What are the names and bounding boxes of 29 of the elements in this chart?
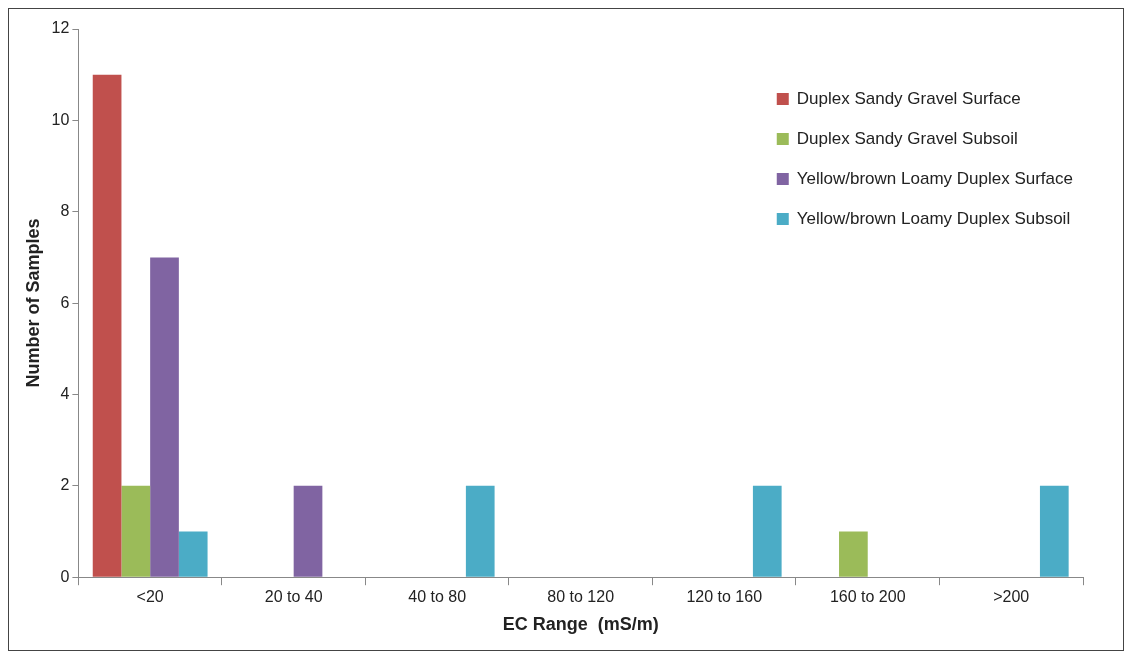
legend-label: Yellow/brown Loamy Duplex Subsoil bbox=[796, 208, 1071, 228]
bar bbox=[293, 485, 323, 577]
legend-label: Duplex Sandy Gravel Subsoil bbox=[796, 128, 1018, 148]
x-tick-label: 40 to 80 bbox=[408, 588, 467, 606]
x-tick-label: >200 bbox=[993, 588, 1030, 606]
x-axis-title: EC Range (mS/m) bbox=[502, 614, 659, 635]
bar bbox=[121, 485, 151, 577]
legend-label: Duplex Sandy Gravel Surface bbox=[796, 88, 1021, 108]
bar bbox=[1039, 485, 1069, 577]
y-axis-title: Number of Samples bbox=[22, 218, 43, 388]
bar bbox=[92, 74, 122, 577]
y-tick-label: 6 bbox=[60, 293, 70, 311]
bar bbox=[178, 531, 208, 577]
bar bbox=[839, 531, 868, 577]
y-tick-label: 0 bbox=[60, 567, 70, 585]
y-tick-label: 12 bbox=[51, 19, 70, 37]
y-tick-label: 10 bbox=[51, 110, 70, 128]
y-tick-label: 8 bbox=[60, 202, 70, 220]
x-tick-label: 20 to 40 bbox=[264, 588, 323, 606]
x-tick-label: 160 to 200 bbox=[829, 588, 906, 606]
x-tick-label: 120 to 160 bbox=[686, 588, 763, 606]
bar bbox=[465, 485, 495, 577]
x-tick-label: <20 bbox=[136, 588, 164, 606]
legend-label: Yellow/brown Loamy Duplex Surface bbox=[796, 168, 1074, 188]
x-tick-label: 80 to 120 bbox=[547, 588, 615, 606]
y-tick-label: 4 bbox=[60, 384, 70, 402]
bar bbox=[150, 257, 179, 577]
y-tick-label: 2 bbox=[60, 476, 70, 494]
bar bbox=[752, 485, 782, 577]
